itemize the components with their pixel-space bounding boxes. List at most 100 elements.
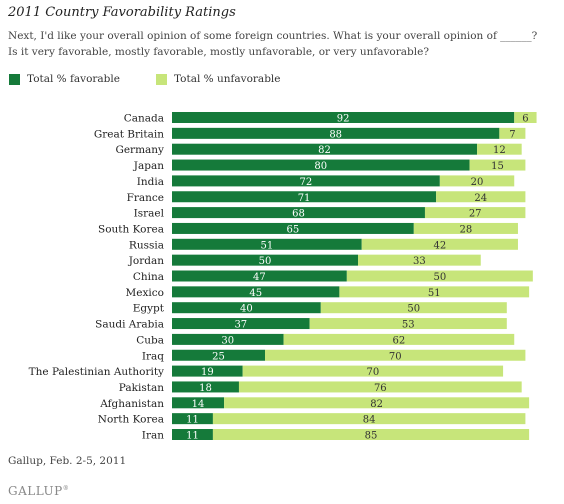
bar-favorable [172,318,310,330]
data-label-favorable: 19 [201,367,214,378]
category-label: Russia [129,239,164,251]
bar-favorable [172,333,284,345]
category-label: North Korea [98,414,164,426]
bar-unfavorable [439,175,515,187]
bar-favorable [172,397,225,409]
bar-favorable [172,270,347,282]
data-label-unfavorable: 84 [363,415,376,426]
bar-unfavorable [283,333,515,345]
bar-unfavorable [424,207,526,219]
category-label: Pakistan [119,382,164,394]
data-label-unfavorable: 12 [493,145,506,156]
data-label-favorable: 68 [292,209,305,220]
data-label-unfavorable: 76 [374,383,387,394]
bar-favorable [172,175,440,187]
category-label: Egypt [133,303,165,315]
data-label-favorable: 80 [314,161,327,172]
data-label-favorable: 40 [240,304,253,315]
bar-unfavorable [477,143,522,155]
category-label: Iran [142,430,164,441]
bar-unfavorable [224,397,530,409]
category-label: Germany [115,144,164,156]
category-label: Japan [133,160,164,172]
data-label-favorable: 14 [192,399,205,410]
data-label-favorable: 45 [249,288,262,299]
gallup-logo: GALLUP® [8,484,70,498]
data-label-favorable: 92 [337,114,350,125]
data-label-unfavorable: 24 [474,193,487,204]
bar-favorable [172,222,414,234]
data-label-favorable: 88 [329,129,342,140]
legend-swatch-favorable [9,73,20,85]
data-label-unfavorable: 62 [393,335,406,346]
category-label: France [127,192,164,204]
bar-favorable [172,286,340,298]
bar-favorable [172,381,239,393]
legend-label-unfavorable: Total % unfavorable [173,73,281,85]
data-label-unfavorable: 85 [365,431,378,441]
bar-unfavorable [309,318,507,330]
legend: Total % favorable Total % unfavorable [9,73,316,85]
bar-unfavorable [238,381,522,393]
category-label: Canada [124,113,164,125]
data-label-unfavorable: 15 [491,161,504,172]
bar-unfavorable [212,413,526,425]
data-label-favorable: 51 [260,240,273,251]
data-label-unfavorable: 27 [469,209,482,220]
question-text: Next, I'd like your overall opinion of s… [8,28,558,60]
bar-unfavorable [242,365,504,377]
category-label: Cuba [136,334,164,346]
data-label-favorable: 11 [186,415,199,426]
data-label-unfavorable: 50 [407,304,420,315]
bar-favorable [172,159,470,171]
bar-unfavorable [265,349,526,361]
bar-unfavorable [361,238,518,250]
data-label-unfavorable: 20 [471,177,484,188]
bar-favorable [172,112,515,123]
category-label: Afghanistan [99,398,164,410]
source-note: Gallup, Feb. 2-5, 2011 [8,455,127,467]
legend-item-unfavorable: Total % unfavorable [155,73,281,85]
category-label: Mexico [126,287,164,299]
data-label-unfavorable: 28 [460,224,473,235]
data-label-favorable: 71 [298,193,311,204]
data-label-favorable: 11 [186,431,199,441]
data-label-favorable: 72 [300,177,313,188]
data-label-unfavorable: 7 [509,129,515,140]
data-label-favorable: 47 [253,272,266,283]
legend-item-favorable: Total % favorable [9,73,120,85]
bar-favorable [172,191,437,203]
data-label-unfavorable: 70 [367,367,380,378]
data-label-unfavorable: 70 [389,351,402,362]
question-line-2: Is it very favorable, mostly favorable, … [8,46,429,58]
data-label-unfavorable: 51 [428,288,441,299]
data-label-unfavorable: 33 [413,256,426,267]
bar-unfavorable [320,302,507,314]
bar-unfavorable [339,286,530,298]
chart-title: 2011 Country Favorability Ratings [8,5,236,20]
bar-unfavorable [413,222,518,234]
bar-unfavorable [358,254,481,266]
bar-favorable [172,254,358,266]
category-label: Iraq [142,350,164,362]
bar-favorable [172,349,265,361]
bar-unfavorable [499,127,526,139]
category-label: Jordan [128,255,165,267]
bar-favorable [172,127,500,139]
category-label: The Palestinian Authority [29,366,164,378]
bar-unfavorable [514,112,537,123]
bar-unfavorable [212,429,530,440]
bar-favorable [172,413,213,425]
category-label: Israel [134,208,165,220]
data-label-unfavorable: 50 [433,272,446,283]
data-label-favorable: 25 [212,351,225,362]
bar-unfavorable [346,270,533,282]
gallup-logo-text: GALLUP [8,484,63,498]
legend-swatch-unfavorable [155,73,167,85]
legend-label-favorable: Total % favorable [27,73,120,85]
bar-favorable [172,365,243,377]
bar-favorable [172,238,362,250]
data-label-favorable: 37 [234,320,247,331]
bar-favorable [172,207,425,219]
data-label-favorable: 65 [287,224,300,235]
